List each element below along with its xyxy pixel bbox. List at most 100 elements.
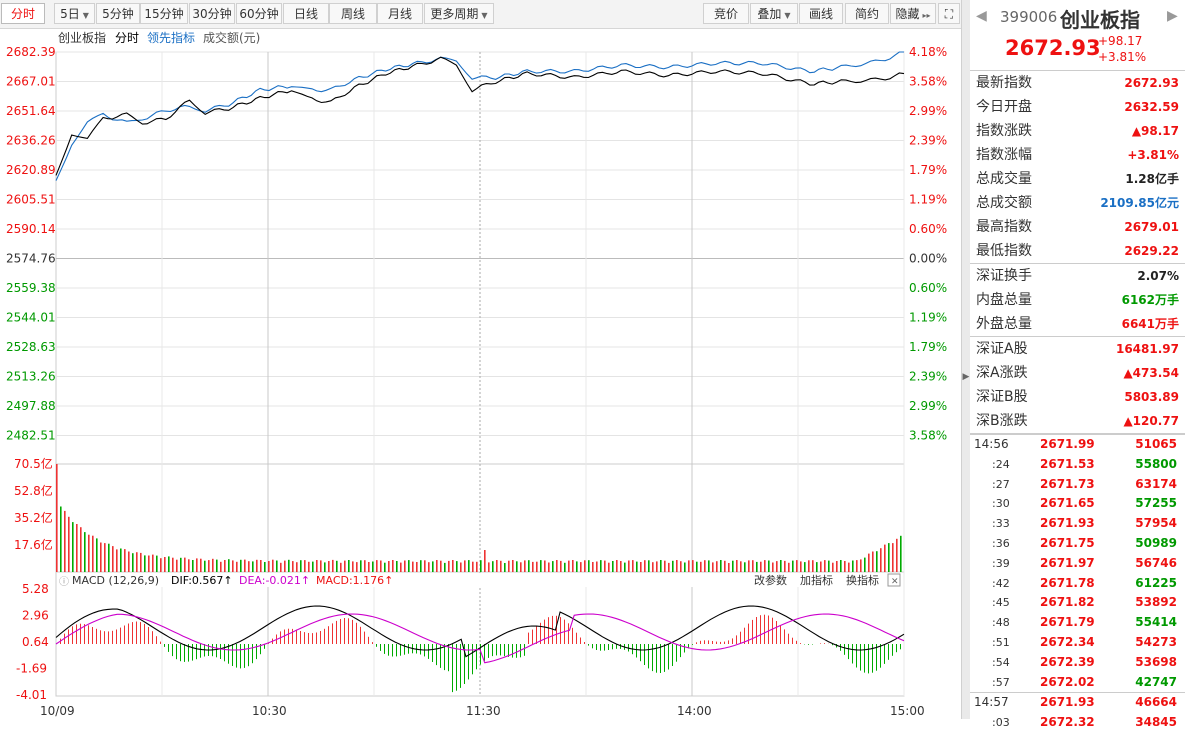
volume-bar <box>592 562 594 572</box>
macd-bar <box>808 644 809 645</box>
toolbar-button-left-2[interactable]: 5分钟 <box>96 3 140 24</box>
volume-bar <box>292 561 294 572</box>
time-tick-label: 14:00 <box>677 704 712 718</box>
toolbar-button-left-5[interactable]: 60分钟 <box>236 3 282 24</box>
volume-bar <box>128 552 130 573</box>
stat-value: 2632.59 <box>1124 95 1179 119</box>
volume-bars <box>56 464 902 572</box>
macd-tick-label: -4.01 <box>16 688 47 702</box>
prev-arrow-icon[interactable]: ◀ <box>976 8 987 24</box>
intraday-chart[interactable]: 创业板指分时领先指标成交额(元)2682.392667.012651.64263… <box>0 28 966 719</box>
macd-bar <box>848 644 849 659</box>
macd-bar <box>556 616 557 644</box>
macd-bar <box>336 621 337 644</box>
volume-bar <box>212 559 214 572</box>
volume-bar <box>64 511 66 572</box>
volume-bar <box>272 560 274 572</box>
volume-bar <box>460 563 462 573</box>
toolbar-button-left-7[interactable]: 周线 <box>329 3 377 24</box>
macd-bar <box>456 644 457 691</box>
volume-bar <box>568 561 570 572</box>
toolbar-button-left-3[interactable]: 15分钟 <box>140 3 188 24</box>
volume-bar <box>84 532 86 572</box>
quote-panel: ◀ 399006 创业板指 ▶ 2672.93 +98.17+3.81% 最新指… <box>970 0 1185 719</box>
volume-bar <box>680 561 682 572</box>
toolbar-button-right-4[interactable]: 隐藏▸▸ <box>890 3 936 24</box>
macd-bar <box>760 615 761 644</box>
volume-bar <box>896 539 898 572</box>
volume-bar <box>716 561 718 572</box>
volume-bar <box>480 560 482 572</box>
legend-series-lead: 领先指标 <box>147 30 195 45</box>
stat-value: 2679.01 <box>1124 215 1179 239</box>
volume-bar <box>668 563 670 572</box>
macd-bar <box>392 644 393 657</box>
macd-bar <box>364 632 365 644</box>
toolbar-button-right-0[interactable]: 竞价 <box>703 3 749 24</box>
macd-bar <box>380 644 381 651</box>
collapse-arrow-icon[interactable]: ▶ <box>962 372 970 382</box>
macd-bar <box>72 626 73 644</box>
macd-bar <box>552 616 553 644</box>
volume-bar <box>816 562 818 572</box>
volume-bar <box>892 543 894 572</box>
stat-row: 最高指数 2679.01 <box>970 215 1185 239</box>
stat-label: 最高指数 <box>976 215 1032 239</box>
volume-bar <box>180 558 182 572</box>
toolbar-button-left-6[interactable]: 日线 <box>283 3 329 24</box>
volume-bar <box>672 561 674 572</box>
volume-bar <box>660 560 662 572</box>
toolbar-button-right-5[interactable]: ⛶ <box>938 3 960 24</box>
toolbar-button-left-1[interactable]: 5日▼ <box>54 3 95 24</box>
volume-bar <box>432 561 434 572</box>
macd-bar <box>720 642 721 644</box>
toolbar-button-left-9[interactable]: 更多周期▼ <box>424 3 494 24</box>
toolbar-button-right-3[interactable]: 简约 <box>845 3 889 24</box>
macd-bar <box>636 644 637 658</box>
volume-bar <box>472 562 474 572</box>
volume-bar <box>800 561 802 572</box>
macd-bar <box>432 644 433 662</box>
volume-bar <box>616 560 618 572</box>
macd-bar <box>716 642 717 644</box>
volume-bar <box>324 562 326 572</box>
macd-bar <box>332 623 333 644</box>
volume-bar <box>428 562 430 572</box>
volume-bar <box>416 562 418 572</box>
toolbar-button-right-1[interactable]: 叠加▼ <box>750 3 798 24</box>
pct-tick-label: 1.79% <box>909 163 947 177</box>
pct-tick-label: 2.99% <box>909 104 947 118</box>
toolbar-button-left-8[interactable]: 月线 <box>377 3 423 24</box>
volume-bar <box>304 560 306 572</box>
price-tick-label: 2636.26 <box>6 134 56 148</box>
macd-bar <box>888 644 889 660</box>
macd-bar <box>92 627 93 644</box>
volume-bar <box>884 545 886 572</box>
toolbar-button-left-0[interactable]: 分时 <box>1 3 45 24</box>
macd-bar <box>892 644 893 656</box>
macd-bar <box>96 629 97 644</box>
volume-bar <box>68 517 70 572</box>
panel-divider[interactable]: ▶ <box>961 0 970 719</box>
macd-bar <box>800 643 801 644</box>
macd-add-link: 加指标 <box>800 573 833 587</box>
next-arrow-icon[interactable]: ▶ <box>1167 8 1178 24</box>
volume-bar <box>384 563 386 572</box>
volume-bar <box>204 561 206 572</box>
stat-label: 总成交额 <box>976 191 1032 215</box>
volume-bar <box>648 560 650 572</box>
volume-bar <box>264 562 266 572</box>
stat-label: 深证换手 <box>976 264 1032 288</box>
volume-bar <box>744 562 746 572</box>
toolbar-button-left-4[interactable]: 30分钟 <box>189 3 235 24</box>
macd-bar <box>468 644 469 679</box>
volume-bar <box>732 561 734 572</box>
macd-bar <box>696 642 697 644</box>
volume-bar <box>376 560 378 572</box>
toolbar-button-right-2[interactable]: 画线 <box>799 3 843 24</box>
